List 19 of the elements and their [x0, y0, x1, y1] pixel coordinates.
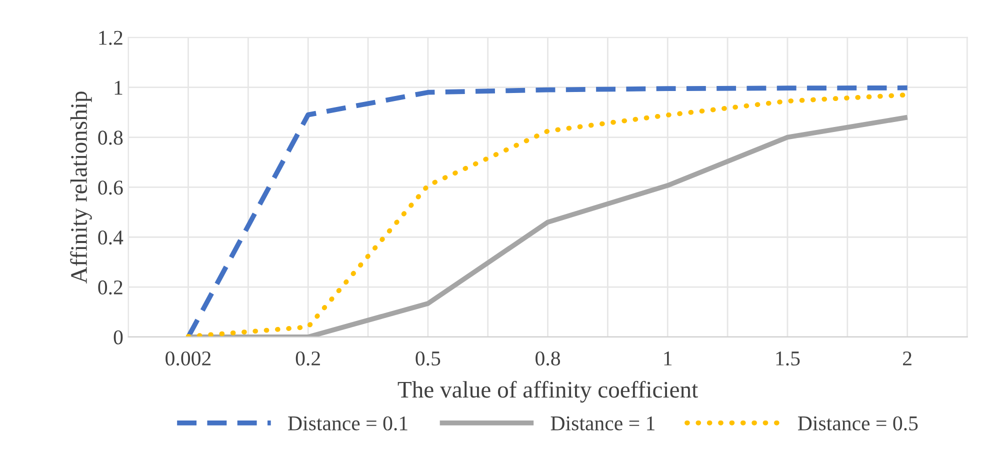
y-tick-label: 0 [114, 330, 123, 344]
y-axis-title: Affinity relationship [70, 92, 92, 284]
legend-label: Distance = 0.1 [288, 416, 408, 430]
x-axis-title: The value of affinity coefficient [398, 380, 698, 403]
legend-label: Distance = 0.5 [798, 416, 918, 430]
y-tick-label: 0.8 [98, 130, 123, 145]
y-tick-label: 1.2 [99, 30, 122, 45]
x-tick-label: 0.002 [166, 351, 211, 366]
legend-label: Distance = 1 [550, 416, 654, 430]
x-tick-label: 0.8 [536, 351, 560, 366]
y-tick-label: 0.4 [98, 230, 124, 245]
x-tick-label: 0.2 [296, 351, 320, 366]
x-tick-label: 0.5 [416, 351, 440, 366]
y-tick-label: 0.6 [98, 180, 123, 195]
x-tick-label: 2 [903, 352, 912, 366]
x-tick-label: 1.5 [776, 352, 800, 366]
y-tick-label: 1 [114, 80, 122, 95]
y-tick-label: 0.2 [98, 280, 122, 295]
x-tick-label: 1 [664, 352, 672, 366]
